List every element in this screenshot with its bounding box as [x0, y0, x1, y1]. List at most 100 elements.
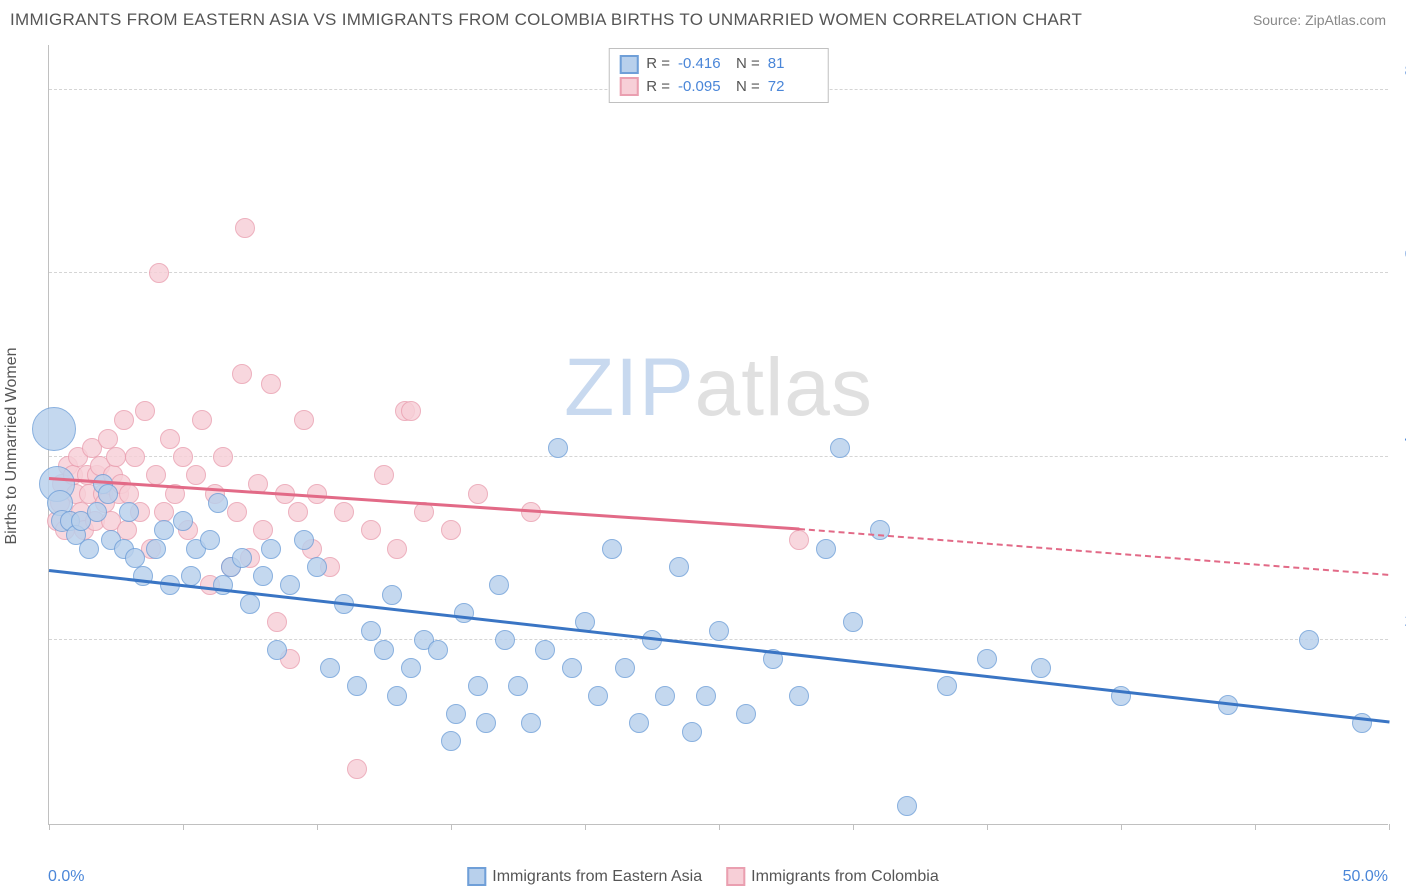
- data-point: [387, 686, 407, 706]
- swatch-series-a: [619, 55, 638, 74]
- data-point: [154, 520, 174, 540]
- data-point: [232, 364, 252, 384]
- data-point: [173, 447, 193, 467]
- data-point: [347, 676, 367, 696]
- data-point: [696, 686, 716, 706]
- r-label: R =: [646, 76, 670, 99]
- x-tick-mark: [451, 824, 452, 830]
- y-tick-label: 60.0%: [1395, 246, 1406, 264]
- x-axis-min-label: 0.0%: [48, 868, 84, 886]
- data-point: [213, 447, 233, 467]
- data-point: [235, 218, 255, 238]
- data-point: [588, 686, 608, 706]
- data-point: [280, 575, 300, 595]
- data-point: [347, 759, 367, 779]
- data-point: [135, 401, 155, 421]
- data-point: [1031, 658, 1051, 678]
- data-point: [977, 649, 997, 669]
- data-point: [307, 557, 327, 577]
- x-tick-mark: [1389, 824, 1390, 830]
- data-point: [789, 530, 809, 550]
- gridline: [49, 272, 1388, 273]
- data-point: [253, 566, 273, 586]
- data-point: [232, 548, 252, 568]
- data-point: [816, 539, 836, 559]
- n-label: N =: [736, 76, 760, 99]
- data-point: [468, 676, 488, 696]
- data-point: [240, 594, 260, 614]
- data-point: [535, 640, 555, 660]
- data-point: [428, 640, 448, 660]
- data-point: [267, 640, 287, 660]
- series-legend: Immigrants from Eastern Asia Immigrants …: [467, 867, 938, 886]
- data-point: [98, 429, 118, 449]
- swatch-series-a-icon: [467, 867, 486, 886]
- data-point: [288, 502, 308, 522]
- data-point: [495, 630, 515, 650]
- data-point: [98, 484, 118, 504]
- data-point: [897, 796, 917, 816]
- data-point: [401, 401, 421, 421]
- legend-item-series-b: Immigrants from Colombia: [726, 867, 939, 886]
- data-point: [227, 502, 247, 522]
- y-tick-label: 20.0%: [1395, 613, 1406, 631]
- data-point: [208, 493, 228, 513]
- x-tick-mark: [853, 824, 854, 830]
- data-point: [446, 704, 466, 724]
- data-point: [508, 676, 528, 696]
- regression-line-dashed: [799, 528, 1389, 576]
- data-point: [441, 731, 461, 751]
- data-point: [521, 713, 541, 733]
- data-point: [629, 713, 649, 733]
- data-point: [267, 612, 287, 632]
- legend-label-b: Immigrants from Colombia: [751, 868, 939, 886]
- data-point: [830, 438, 850, 458]
- x-tick-mark: [183, 824, 184, 830]
- x-tick-mark: [317, 824, 318, 830]
- data-point: [125, 447, 145, 467]
- n-value-b: 72: [768, 76, 818, 99]
- x-tick-mark: [585, 824, 586, 830]
- data-point: [79, 539, 99, 559]
- data-point: [87, 502, 107, 522]
- data-point: [106, 447, 126, 467]
- y-tick-label: 40.0%: [1395, 430, 1406, 448]
- data-point: [870, 520, 890, 540]
- data-point: [382, 585, 402, 605]
- data-point: [454, 603, 474, 623]
- chart-plot-area: ZIPatlas R = -0.416 N = 81 R = -0.095 N …: [48, 45, 1388, 825]
- data-point: [261, 539, 281, 559]
- n-label: N =: [736, 53, 760, 76]
- data-point: [401, 658, 421, 678]
- y-axis-label: Births to Unmarried Women: [3, 347, 21, 544]
- data-point: [200, 530, 220, 550]
- data-point: [736, 704, 756, 724]
- data-point: [602, 539, 622, 559]
- data-point: [334, 502, 354, 522]
- data-point: [489, 575, 509, 595]
- data-point: [441, 520, 461, 540]
- data-point: [843, 612, 863, 632]
- legend-label-a: Immigrants from Eastern Asia: [492, 868, 702, 886]
- r-value-a: -0.416: [678, 53, 728, 76]
- x-tick-mark: [987, 824, 988, 830]
- data-point: [789, 686, 809, 706]
- legend-row-series-a: R = -0.416 N = 81: [619, 53, 818, 76]
- data-point: [125, 548, 145, 568]
- data-point: [937, 676, 957, 696]
- r-value-b: -0.095: [678, 76, 728, 99]
- data-point: [361, 621, 381, 641]
- x-tick-mark: [1121, 824, 1122, 830]
- data-point: [468, 484, 488, 504]
- source-label: Source: ZipAtlas.com: [1253, 12, 1386, 28]
- gridline: [49, 456, 1388, 457]
- data-point: [374, 640, 394, 660]
- data-point: [562, 658, 582, 678]
- data-point: [374, 465, 394, 485]
- data-point: [253, 520, 273, 540]
- data-point: [294, 530, 314, 550]
- x-axis-max-label: 50.0%: [1343, 868, 1388, 886]
- r-label: R =: [646, 53, 670, 76]
- data-point: [709, 621, 729, 641]
- swatch-series-b-icon: [726, 867, 745, 886]
